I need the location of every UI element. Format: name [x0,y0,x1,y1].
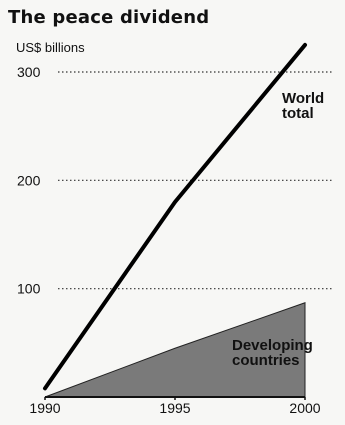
y-tick-label-100: 100 [17,281,41,297]
chart-title: The peace dividend [8,7,210,28]
world-total-label: World total [282,90,324,122]
x-tick-label-1990: 1990 [29,400,60,416]
x-tick-label-1995: 1995 [159,400,190,416]
y-tick-label-300: 300 [17,64,41,80]
developing-countries-label: Developing countries [232,337,313,369]
y-tick-label-200: 200 [17,172,41,188]
x-tick-label-2000: 2000 [289,400,320,416]
world-total-line [43,42,307,391]
y-axis-unit-label: US$ billions [16,40,85,55]
